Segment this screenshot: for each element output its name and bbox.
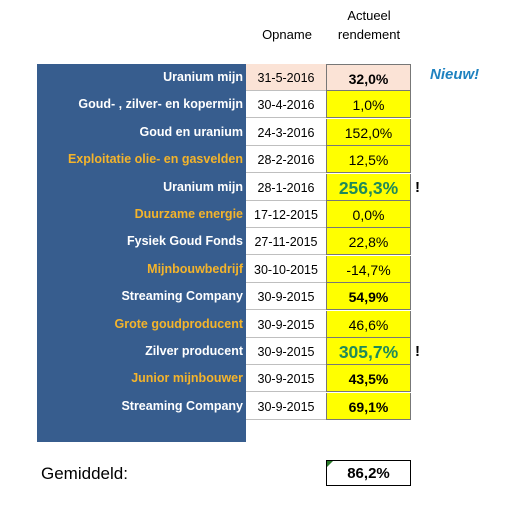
row-date: 30-9-2015: [246, 338, 326, 365]
row-name: Exploitatie olie- en gasvelden: [67, 152, 243, 167]
table-row: Mijnbouwbedrijf 30-10-2015 -14,7%: [0, 255, 505, 283]
table-row: Zilver producent 30-9-2015 305,7%!: [0, 338, 505, 365]
header-opname-label: Opname: [262, 27, 312, 42]
row-date: 28-1-2016: [246, 173, 326, 201]
row-date: 17-12-2015: [246, 201, 326, 228]
row-name: Goud en uranium: [139, 124, 243, 139]
row-return-value: 32,0%: [326, 64, 411, 91]
row-return-value: 152,0%: [326, 118, 411, 146]
table-row: Grote goudproducent 30-9-2015 46,6%: [0, 310, 505, 338]
row-name: Fysiek Goud Fonds: [127, 234, 243, 249]
row-name: Goud- , zilver- en kopermijn: [78, 97, 243, 112]
row-date: 27-11-2015: [246, 228, 326, 256]
row-name: Streaming Company: [121, 398, 243, 413]
row-date: 24-3-2016: [246, 118, 326, 146]
header-actueel-label: Actueel: [347, 8, 391, 23]
table-row: Goud- , zilver- en kopermijn 30-4-2016 1,0…: [0, 91, 505, 119]
table-row: Streaming Company 30-9-2015 54,9%: [0, 283, 505, 311]
row-return-value: 0,0%: [326, 201, 411, 228]
row-return-value: -14,7%: [326, 255, 411, 283]
row-name: Streaming Company: [121, 289, 243, 304]
row-return-value: 305,7%: [326, 338, 411, 365]
row-date: 30-9-2015: [246, 365, 326, 393]
row-name: Mijnbouwbedrijf: [147, 261, 243, 276]
row-date: 30-9-2015: [246, 392, 326, 420]
row-return-value: 54,9%: [326, 283, 411, 311]
row-name: Uranium mijn: [163, 70, 243, 84]
row-date: 31-5-2016: [246, 64, 326, 91]
name-column-panel: [37, 64, 246, 442]
average-label: Gemiddeld:: [41, 464, 128, 483]
header-rendement-label: rendement: [337, 27, 401, 42]
table-row: Fysiek Goud Fonds 27-11-2015 22,8%: [0, 228, 505, 256]
table-row: Exploitatie olie- en gasvelden 28-2-2016 1…: [0, 146, 505, 174]
row-return-value: 12,5%: [326, 146, 411, 174]
table-row: Junior mijnbouwer 30-9-2015 43,5%: [0, 365, 505, 393]
row-return-value: 69,1%: [326, 392, 411, 420]
row-return-value: 22,8%: [326, 228, 411, 256]
table-row: Duurzame energie 17-12-2015 0,0%: [0, 201, 505, 228]
table-row: Streaming Company 30-9-2015 69,1%: [0, 392, 505, 420]
exclamation-mark: !: [415, 178, 420, 196]
exclamation-mark: !: [415, 343, 420, 360]
row-date: 30-9-2015: [246, 310, 326, 338]
row-return-value: 43,5%: [326, 365, 411, 393]
row-name: Junior mijnbouwer: [131, 371, 243, 386]
column-header-actueel-rendement: Actueel rendement: [326, 6, 412, 44]
table-row: Uranium mijn 28-1-2016 256,3%!: [0, 173, 505, 201]
table-row: Uranium mijn 31-5-2016 32,0%: [0, 64, 505, 91]
nieuw-badge: Nieuw!: [430, 66, 480, 83]
row-date: 28-2-2016: [246, 146, 326, 174]
row-return-value: 46,6%: [326, 310, 411, 338]
row-name: Zilver producent: [145, 344, 243, 358]
row-name: Uranium mijn: [163, 179, 243, 194]
table-row: Goud en uranium 24-3-2016 152,0%: [0, 118, 505, 146]
row-return-value: 256,3%: [326, 173, 411, 201]
row-return-value: 1,0%: [326, 91, 411, 119]
row-date: 30-4-2016: [246, 91, 326, 119]
row-name: Grote goudproducent: [114, 316, 243, 331]
average-corner-marker: [327, 461, 333, 467]
row-name: Duurzame energie: [134, 207, 243, 221]
average-value-box: 86,2%: [326, 460, 411, 486]
column-header-opname: Opname: [246, 25, 328, 44]
row-date: 30-10-2015: [246, 255, 326, 283]
row-date: 30-9-2015: [246, 283, 326, 311]
